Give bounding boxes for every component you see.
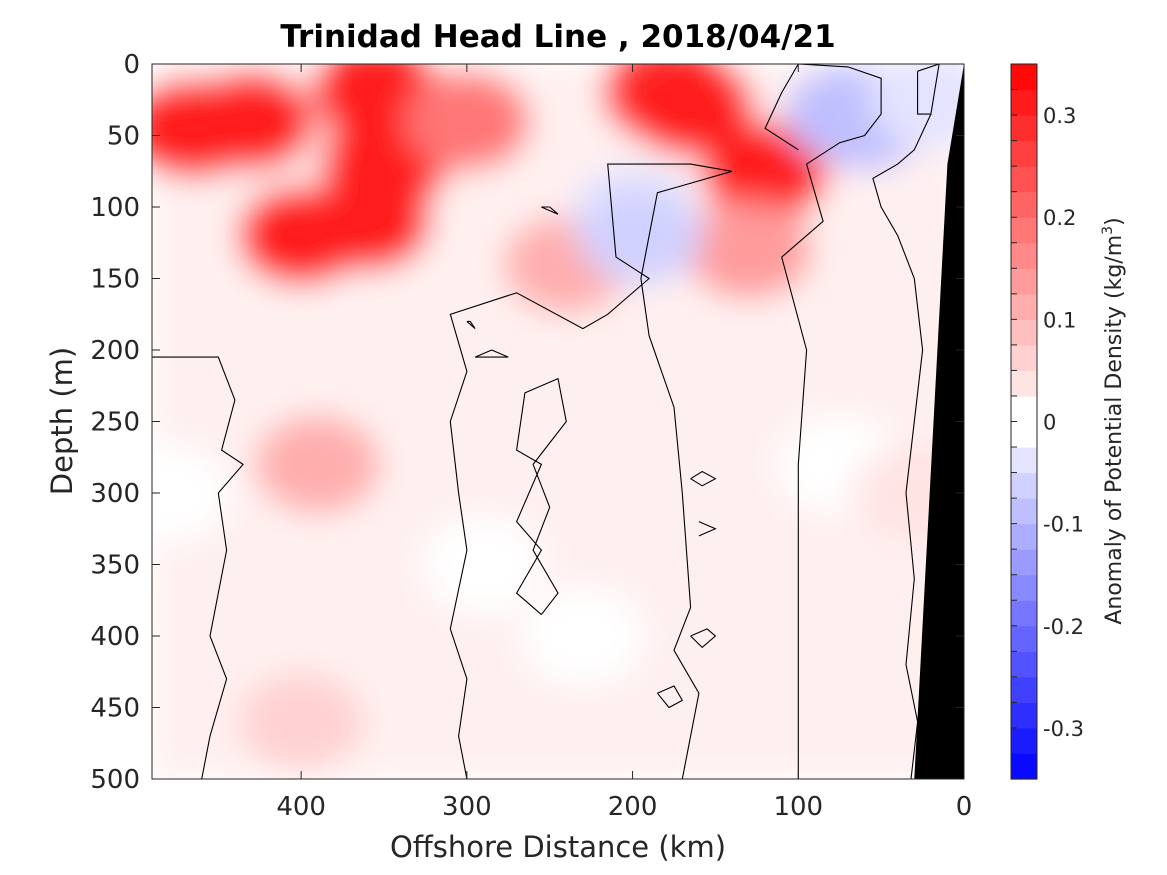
colorbar-swatch — [1011, 395, 1037, 423]
y-axis: 0 50 100 150 200 250 300 350 400 450 500 — [90, 50, 964, 795]
colorbar-swatch — [1011, 702, 1037, 729]
anomaly-cell — [520, 588, 645, 684]
colorbar-tick-label: -0.3 — [1043, 717, 1084, 741]
y-tick-label: 250 — [90, 408, 140, 438]
zero-contour-line — [764, 64, 882, 779]
y-tick-label: 500 — [90, 765, 140, 795]
colorbar-swatch — [1011, 89, 1037, 116]
colorbar-swatch — [1011, 498, 1037, 525]
zero-contour-line — [466, 320, 476, 330]
colorbar-swatch — [1011, 191, 1037, 218]
y-tick-label: 200 — [90, 336, 140, 366]
zero-contour-line — [690, 628, 717, 649]
colorbar-swatch — [1011, 344, 1037, 372]
x-tick-label: 0 — [956, 792, 973, 822]
x-tick-label: 400 — [276, 792, 326, 822]
colorbar-tick-label: 0.1 — [1043, 308, 1076, 332]
colorbar-swatch — [1011, 64, 1037, 91]
chart-title: Trinidad Head Line , 2018/04/21 — [280, 19, 835, 55]
y-tick-label: 450 — [90, 694, 140, 724]
colorbar-swatch — [1011, 600, 1037, 627]
colorbar: 0.3 0.2 0.1 0 -0.1 -0.2 -0.3 Anomaly of Potent… — [1010, 63, 1127, 780]
zero-contour-line — [541, 206, 559, 215]
colorbar-tick-label: -0.1 — [1043, 513, 1084, 537]
colorbar-swatch — [1011, 166, 1037, 193]
colorbar-swatch — [1011, 217, 1037, 244]
anomaly-field — [152, 64, 964, 779]
colorbar-swatch — [1011, 268, 1037, 295]
anomaly-cell — [686, 201, 811, 298]
colorbar-ticks: 0.3 0.2 0.1 0 -0.1 -0.2 -0.3 — [1011, 89, 1084, 754]
y-tick-label: 50 — [107, 122, 140, 152]
y-tick-label: 350 — [90, 551, 140, 581]
y-tick-label: 100 — [90, 193, 140, 223]
colorbar-swatch — [1011, 472, 1037, 499]
y-axis-label: Depth (m) — [45, 347, 79, 495]
x-tick-label: 200 — [608, 792, 658, 822]
anomaly-cell — [868, 64, 964, 148]
x-tick-label: 300 — [442, 792, 492, 822]
y-tick-label: 0 — [123, 50, 140, 80]
colorbar-swatch — [1011, 421, 1037, 448]
y-tick-label: 400 — [90, 622, 140, 652]
x-tick-label: 100 — [773, 792, 823, 822]
x-axis: 400 300 200 100 0 — [276, 64, 972, 822]
anomaly-cell — [189, 73, 314, 170]
zero-contour-line — [698, 521, 717, 537]
colorbar-swatch — [1011, 115, 1037, 142]
colorbar-swatch — [1011, 727, 1037, 755]
colorbar-label-text: Anomaly of Potential Density (kg/m — [1102, 235, 1127, 625]
colorbar-tick-label: -0.2 — [1043, 615, 1084, 639]
colorbar-tick-label: 0.3 — [1043, 104, 1076, 128]
anomaly-cell — [404, 73, 529, 170]
colorbar-tick-label: 0.2 — [1043, 206, 1076, 230]
colorbar-swatch — [1011, 651, 1037, 678]
colorbar-swatch — [1011, 523, 1037, 550]
seafloor-bathymetry — [914, 64, 964, 779]
anomaly-cell — [239, 673, 364, 770]
anomaly-cell — [628, 64, 753, 155]
colorbar-swatch — [1011, 549, 1037, 576]
colorbar-swatch — [1011, 370, 1037, 397]
colorbar-swatch — [1011, 625, 1037, 652]
colorbar-label: Anomaly of Potential Density (kg/m3) — [1100, 217, 1127, 624]
colorbar-swatch — [1011, 676, 1037, 703]
anomaly-cell — [421, 516, 546, 613]
colorbar-tick-label: 0 — [1043, 411, 1056, 435]
zero-contour-line — [515, 377, 567, 616]
x-axis-label: Offshore Distance (km) — [390, 830, 726, 864]
colorbar-swatch — [1011, 293, 1037, 320]
colorbar-label-close: ) — [1102, 217, 1127, 226]
zero-contours — [152, 64, 940, 779]
colorbar-swatch — [1011, 140, 1037, 167]
colorbar-swatch — [1011, 753, 1037, 780]
colorbar-swatch — [1011, 242, 1037, 269]
anomaly-cell — [255, 416, 380, 513]
zero-contour-line — [917, 64, 940, 115]
y-tick-label: 150 — [90, 265, 140, 295]
zero-contour-line — [872, 113, 932, 779]
colorbar-swatch — [1011, 447, 1037, 474]
anomaly-cell — [152, 445, 231, 541]
zero-contour-line — [690, 470, 717, 487]
colorbar-swatch — [1011, 319, 1037, 346]
plot-area — [152, 64, 964, 779]
anomaly-cell — [578, 187, 703, 284]
zero-contour-line — [449, 163, 733, 779]
anomaly-cell — [703, 123, 828, 220]
colorbar-swatch — [1011, 574, 1037, 601]
zero-contour-line — [152, 356, 244, 779]
y-tick-label: 300 — [90, 479, 140, 509]
colorbar-swatches — [1011, 64, 1037, 780]
zero-contour-line — [474, 349, 509, 358]
colorbar-label-superscript: 3 — [1100, 226, 1116, 235]
zero-contour-line — [656, 685, 684, 709]
